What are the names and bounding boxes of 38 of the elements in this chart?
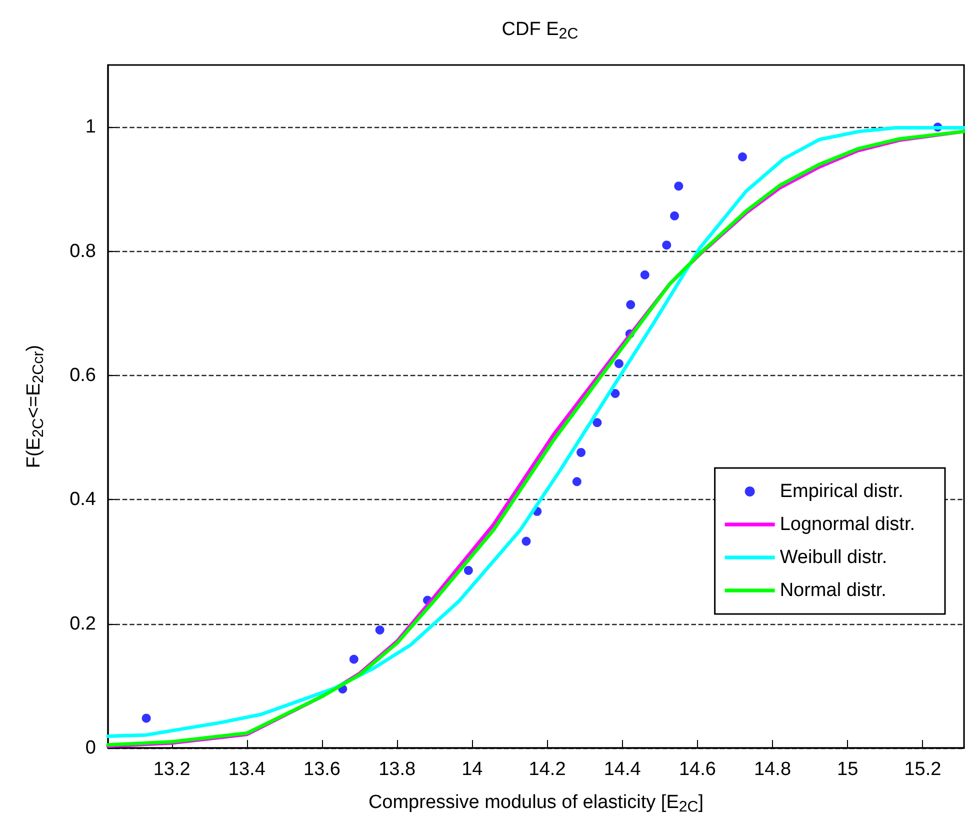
x-tick-label: 14.4 xyxy=(604,759,642,780)
x-tick-label: 13.8 xyxy=(378,759,416,780)
point xyxy=(576,448,586,457)
point xyxy=(670,211,680,220)
x-tick-label: 14.8 xyxy=(754,759,792,780)
y-axis-title: F(E2C<=E2Ccr) xyxy=(23,344,47,468)
point xyxy=(640,270,650,280)
x-tick-label: 15 xyxy=(837,759,858,780)
point xyxy=(614,359,624,368)
x-tick-label: 13.4 xyxy=(228,759,266,780)
point xyxy=(674,182,684,191)
y-tick-label: 0.2 xyxy=(70,613,96,634)
point xyxy=(626,300,636,310)
point xyxy=(610,388,620,398)
point xyxy=(572,477,582,486)
y-tick-label: 0.6 xyxy=(70,364,96,386)
x-tick-label: 13.2 xyxy=(153,759,190,780)
x-tick-label: 15.2 xyxy=(904,759,942,780)
x-tick-label: 14.2 xyxy=(528,759,566,780)
y-tick-label: 0.4 xyxy=(70,489,96,510)
legend-label: Lognormal distr. xyxy=(780,514,916,535)
point xyxy=(662,240,672,250)
point xyxy=(142,714,151,723)
point xyxy=(349,654,358,664)
y-tick-label: 0.8 xyxy=(70,240,96,262)
y-tick-label: 1 xyxy=(85,116,96,138)
legend-label: Normal distr. xyxy=(780,580,886,601)
y-tick-label: 0 xyxy=(85,738,96,758)
point xyxy=(375,626,384,635)
point xyxy=(464,566,473,575)
point xyxy=(738,152,747,162)
legend-label: Empirical distr. xyxy=(780,481,904,502)
x-tick-label: 14.6 xyxy=(678,759,716,780)
x-tick-label: 13.6 xyxy=(304,759,340,780)
legend-label: Weibull distr. xyxy=(780,547,888,568)
point xyxy=(592,418,602,428)
x-tick-label: 14 xyxy=(462,759,484,780)
point xyxy=(522,536,531,546)
